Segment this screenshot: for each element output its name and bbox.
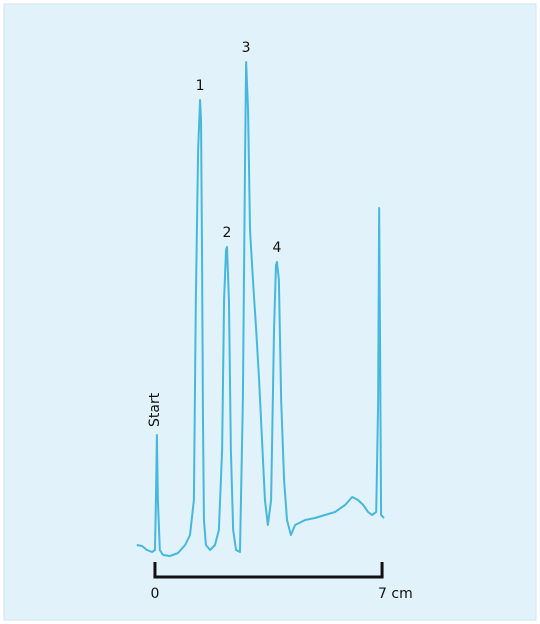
annotation: 3	[242, 40, 251, 56]
annotation: 2	[223, 225, 232, 241]
trace	[136, 61, 385, 557]
x-tick-label: 0	[151, 586, 160, 602]
annotation: 4	[272, 240, 281, 256]
panel	[3, 3, 537, 621]
x-tick-label: 7 cm	[378, 586, 413, 602]
annotation: Start	[147, 392, 163, 427]
annotation: 1	[196, 78, 205, 94]
